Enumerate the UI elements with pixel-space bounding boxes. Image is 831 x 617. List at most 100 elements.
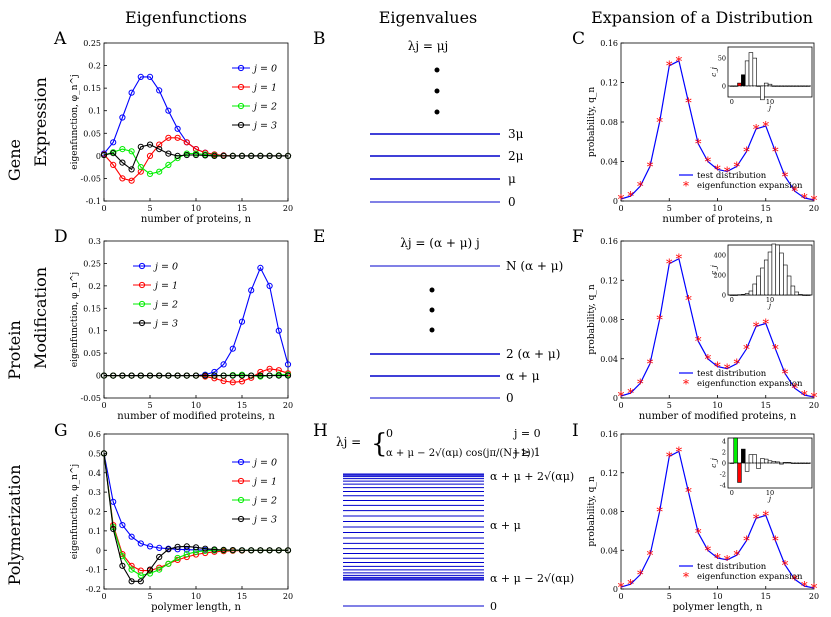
- series-marker-j3: [284, 547, 292, 554]
- expansion-point: *: [705, 156, 712, 171]
- series-marker-j2: [146, 170, 154, 177]
- series-line-j1: [103, 137, 288, 182]
- series-marker-j3: [275, 547, 282, 554]
- x-tick-label: 20: [809, 592, 819, 601]
- series-marker-j1: [183, 139, 190, 146]
- expansion-point: *: [782, 170, 789, 185]
- expansion-point: *: [618, 193, 625, 208]
- series-line-test-distribution: [620, 59, 815, 201]
- x-tick-label: 10: [712, 592, 722, 601]
- inset-x-tick-label: 0: [730, 98, 734, 106]
- series-marker-j0: [284, 361, 292, 368]
- inset-x-tick-label: 10: [766, 296, 774, 304]
- legend-label-j3: j = 3: [153, 319, 178, 330]
- x-tick-label: 15: [761, 592, 771, 601]
- series-marker-j3: [119, 372, 126, 379]
- inset-x-tick-label: 0: [730, 489, 734, 497]
- expansion-point: *: [811, 194, 818, 209]
- column-title-expansion: Expansion of a Distribution: [591, 8, 813, 27]
- y-tick-label: 0.6: [88, 430, 101, 439]
- inset-bar: [741, 74, 746, 87]
- inset-bar: [771, 243, 777, 296]
- expansion-point: *: [618, 390, 625, 405]
- legend-label-j3: j = 3: [252, 515, 277, 526]
- inset-y-tick-label: 0: [722, 292, 726, 300]
- y-axis-label: probability, q_n: [587, 284, 597, 354]
- panel-letter-a: A: [53, 29, 67, 49]
- series-marker-j1: [110, 161, 117, 168]
- legend-label-j2: j = 2: [252, 496, 277, 507]
- series-marker-j2: [156, 168, 163, 175]
- level-label: α + μ − 2√(αμ): [490, 572, 574, 585]
- series-marker-j3: [202, 545, 209, 552]
- y-tick-label: -0.05: [80, 174, 101, 183]
- x-tick-label: 15: [237, 401, 247, 410]
- inset-bar: [763, 82, 769, 87]
- series-marker-j3: [229, 547, 236, 554]
- inset-y-tick-label: 200: [714, 272, 726, 280]
- expansion-point: *: [656, 116, 663, 131]
- expansion-point: *: [763, 120, 770, 135]
- expansion-point: *: [627, 578, 634, 593]
- inset-y-label: c_j: [710, 66, 718, 76]
- expansion-point: *: [791, 382, 798, 397]
- x-axis-label: number of proteins, n: [662, 214, 773, 225]
- y-tick-label: 0.08: [600, 316, 618, 325]
- series-marker-j2: [192, 548, 200, 555]
- expansion-point: *: [782, 559, 789, 574]
- x-tick-label: 0: [618, 401, 623, 410]
- y-tick-label: 0.05: [83, 129, 101, 138]
- row-title-modification: Modification: [31, 267, 50, 369]
- y-tick-label: 0: [613, 585, 618, 594]
- expansion-point: *: [714, 361, 721, 376]
- x-tick-label: 20: [283, 204, 293, 213]
- expansion-point: *: [724, 554, 731, 569]
- legend-label-eigenfunction-expansion: eigenfunction expansion: [697, 181, 803, 191]
- panel-letter-i: I: [572, 421, 579, 441]
- y-tick-label: 0: [96, 372, 101, 381]
- level-label: 2μ: [508, 149, 524, 163]
- legend-swatch-marker: [237, 477, 245, 485]
- series-marker-j3: [211, 152, 218, 159]
- inset-bar: [748, 454, 754, 464]
- series-marker-j3: [211, 372, 218, 379]
- y-tick-label: 0.1: [88, 527, 101, 536]
- inset-y-tick-label: 2: [722, 448, 726, 456]
- inset-bar: [756, 462, 761, 469]
- series-marker-j1: [257, 368, 264, 376]
- series-marker-j0: [275, 327, 282, 334]
- inset-x-tick-label: 10: [766, 489, 774, 497]
- series-marker-j0: [137, 540, 144, 547]
- inset-bar: [767, 251, 773, 296]
- expansion-point: *: [637, 568, 644, 583]
- series-marker-j0: [146, 73, 154, 81]
- expansion-point: *: [743, 535, 750, 550]
- inset-bar: [744, 462, 750, 472]
- series-marker-j3: [202, 152, 209, 159]
- series-marker-j1: [238, 378, 246, 385]
- series-marker-j2: [128, 566, 135, 573]
- x-tick-label: 15: [761, 204, 771, 213]
- expansion-point: *: [627, 387, 634, 402]
- inset-bar: [737, 82, 742, 87]
- x-tick-label: 5: [147, 401, 152, 410]
- y-tick-label: 0: [613, 197, 618, 206]
- x-tick-label: 10: [191, 204, 201, 213]
- series-marker-j3: [257, 372, 264, 379]
- series-marker-j3: [220, 152, 227, 159]
- series-marker-j3: [238, 372, 246, 379]
- expansion-point: *: [772, 146, 779, 161]
- legend-label-j1: j = 1: [153, 281, 178, 292]
- series-line-test-distribution: [620, 257, 815, 398]
- x-tick-label: 0: [101, 204, 106, 213]
- inset-y-label: c_j: [710, 264, 718, 274]
- y-tick-label: -0.1: [86, 566, 101, 575]
- series-marker-j0: [211, 368, 218, 376]
- inset-bar: [752, 283, 757, 296]
- level-label: 0: [490, 600, 497, 613]
- expansion-point: *: [705, 544, 712, 559]
- inset-bar-chart: 0 50 0 10j c_j: [710, 46, 813, 112]
- expansion-point: *: [801, 389, 808, 404]
- y-tick-label: 0: [96, 546, 101, 555]
- series-marker-j1: [174, 134, 181, 141]
